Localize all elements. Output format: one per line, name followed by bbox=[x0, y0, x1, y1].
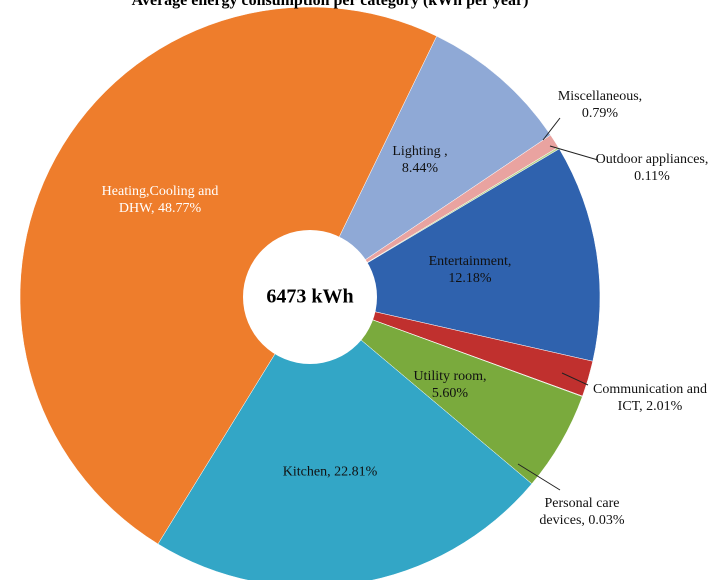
slice bbox=[309, 35, 551, 298]
chart-title: Average energy consumption per category … bbox=[131, 0, 529, 9]
leader-line bbox=[542, 117, 561, 141]
slice bbox=[309, 148, 601, 362]
data-label: Miscellaneous, 0.79% bbox=[557, 89, 643, 121]
data-label: Communication and ICT, 2.01% bbox=[593, 382, 707, 414]
data-label: Personal care devices, 0.03% bbox=[539, 496, 625, 528]
data-label: Outdoor appliances, 0.11% bbox=[595, 152, 709, 184]
leader-line bbox=[517, 463, 561, 491]
data-label: Heating,Cooling and DHW, 48.77% bbox=[101, 184, 219, 216]
data-label: Utility room, 5.60% bbox=[413, 369, 487, 401]
data-label: Lighting , 8.44% bbox=[392, 144, 448, 176]
data-label: Entertainment, 12.18% bbox=[428, 254, 512, 286]
slice bbox=[157, 296, 533, 580]
data-label: Kitchen, 22.81% bbox=[282, 464, 378, 480]
center-label: 6473 kWh bbox=[266, 285, 354, 308]
donut-hole bbox=[243, 230, 377, 364]
slice bbox=[19, 6, 438, 545]
leader-line bbox=[561, 372, 589, 386]
leader-line bbox=[549, 145, 599, 161]
